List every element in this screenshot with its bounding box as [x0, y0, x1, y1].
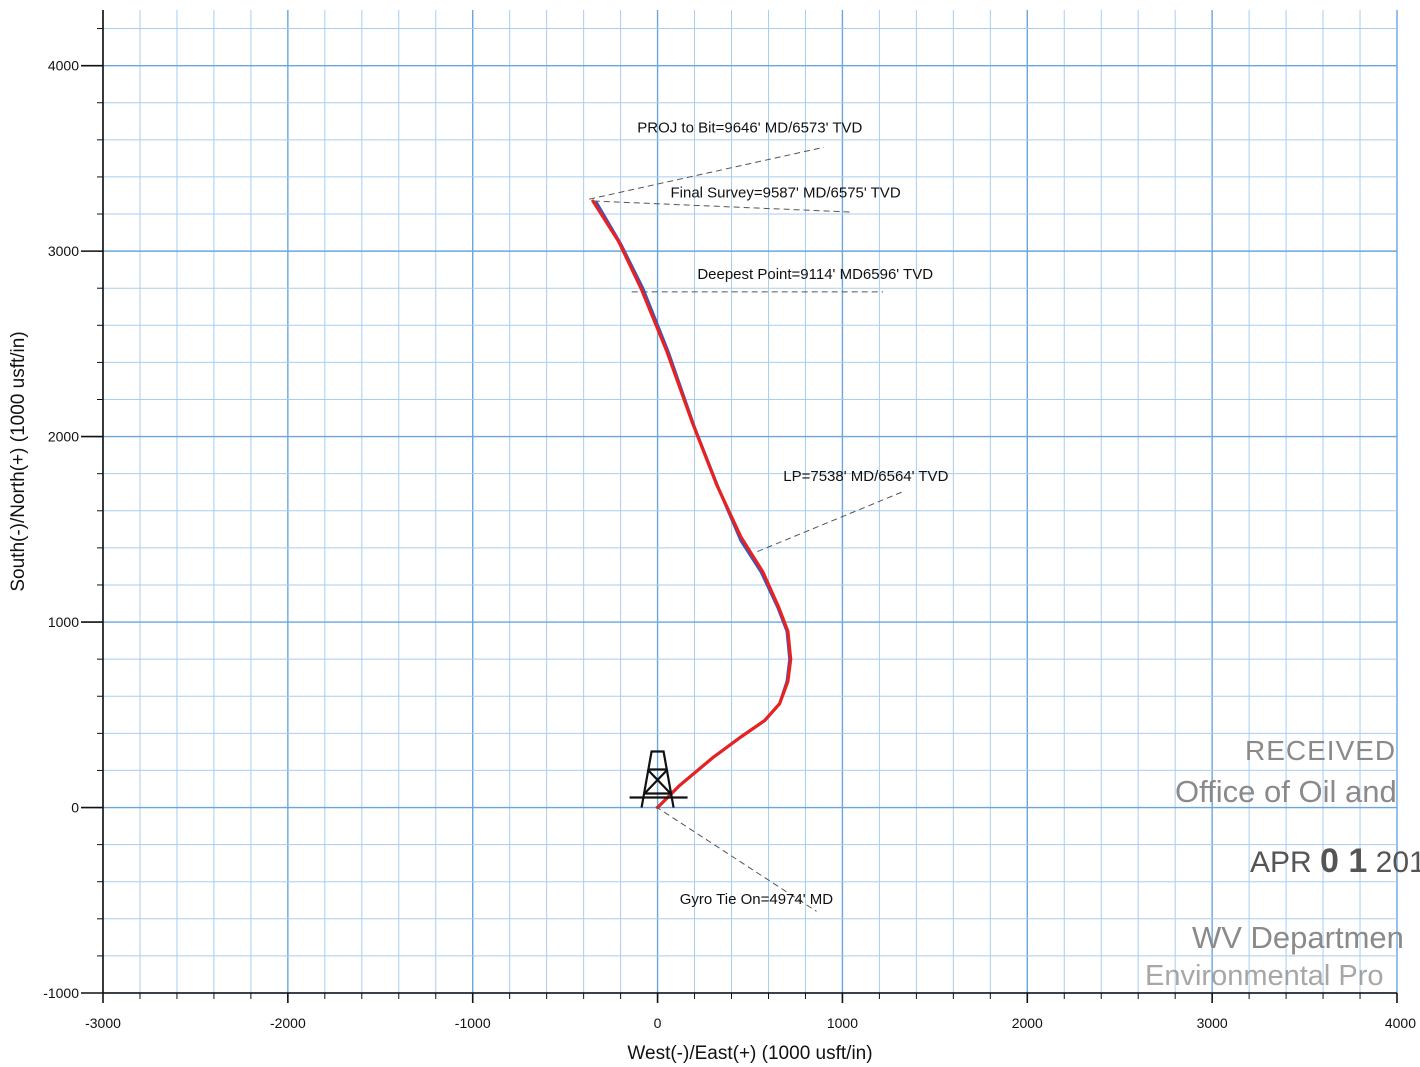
stamp-department: WV Departmen [1192, 920, 1404, 955]
x-tick-label: 3000 [1197, 1015, 1228, 1031]
y-tick-label: 0 [71, 800, 79, 816]
annotation-label: Deepest Point=9114' MD6596' TVD [697, 266, 933, 283]
stamp-date-year: 2016 [1367, 846, 1420, 879]
rig-cross-bracing [643, 768, 672, 795]
survey-line-1 [595, 201, 792, 809]
rig-legs [640, 750, 675, 808]
axes: -3000 -2000 -1000 0 1000 2000 3000 4000 -1000 0 10… [43, 10, 1416, 1031]
received-stamp: RECEIVED Office of Oil and APR 0 1 2016 … [1145, 735, 1420, 992]
stamp-date-day: 0 1 [1320, 842, 1367, 880]
stamp-received: RECEIVED [1245, 735, 1396, 766]
annotation-leader [593, 200, 854, 213]
x-tick-label: -1000 [455, 1015, 491, 1031]
y-tick-label: 2000 [48, 429, 79, 445]
stamp-date: APR 0 1 2016 [1250, 842, 1420, 880]
y-tick-label: -1000 [43, 985, 79, 1001]
annotations: PROJ to Bit=9646' MD/6573' TVD Final Surv… [589, 119, 949, 912]
survey-line-2 [591, 199, 793, 810]
annotation-label: Final Survey=9587' MD/6575' TVD [671, 184, 901, 201]
x-axis-title: West(-)/East(+) (1000 usft/in) [627, 1043, 872, 1064]
annotation-leader [757, 491, 902, 553]
x-tick-label: -2000 [270, 1015, 306, 1031]
annotation-leader [589, 146, 825, 200]
y-tick-label: 4000 [48, 58, 79, 74]
annotation-label: Gyro Tie On=4974' MD [680, 891, 834, 908]
x-tick-label: -3000 [85, 1015, 121, 1031]
annotation-leader [655, 806, 817, 912]
survey-series [591, 199, 793, 810]
y-tick-label: 1000 [48, 614, 79, 630]
x-tick-label: 1000 [827, 1015, 858, 1031]
x-tick-label: 4000 [1385, 1015, 1416, 1031]
stamp-date-prefix: APR [1250, 846, 1320, 879]
annotation-label: PROJ to Bit=9646' MD/6573' TVD [637, 119, 862, 136]
drilling-rig-icon [629, 750, 688, 808]
x-tick-label: 0 [654, 1015, 662, 1031]
stamp-office: Office of Oil and [1175, 774, 1397, 809]
annotation-label: LP=7538' MD/6564' TVD [783, 468, 948, 485]
y-tick-label: 3000 [48, 243, 79, 259]
stamp-environmental: Environmental Pro [1145, 960, 1384, 992]
x-tick-label: 2000 [1012, 1015, 1043, 1031]
y-axis-title: South(-)/North(+) (1000 usft/in) [8, 331, 29, 591]
grid [102, 10, 1398, 994]
